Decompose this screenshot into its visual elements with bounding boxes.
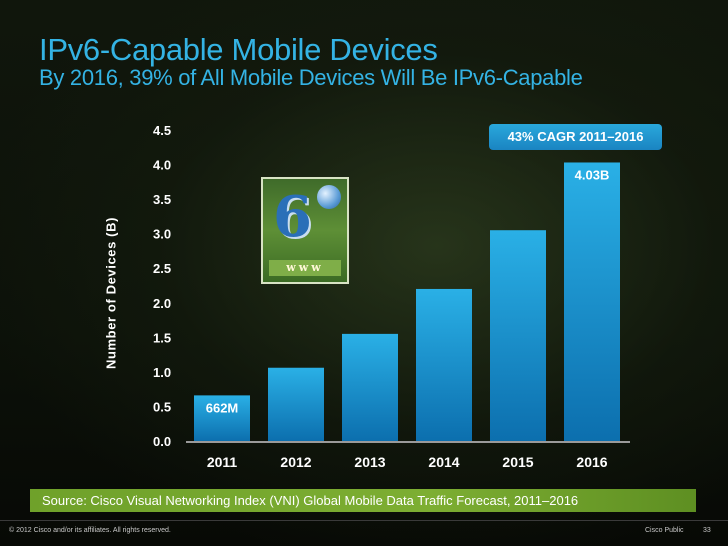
page-number: 33: [703, 527, 711, 534]
data-label: 662M: [206, 400, 239, 415]
x-tick-label: 2013: [354, 454, 385, 470]
bar: [194, 395, 250, 441]
y-tick-label: 3.5: [153, 192, 171, 207]
y-tick-label: 2.5: [153, 261, 171, 276]
x-tick-label: 2016: [576, 454, 607, 470]
y-tick-label: 4.5: [153, 123, 171, 138]
logo-www-text: www: [269, 260, 341, 276]
bar: [416, 288, 472, 441]
page-subtitle: By 2016, 39% of All Mobile Devices Will …: [39, 65, 583, 90]
data-label: 4.03B: [575, 167, 610, 182]
bar: [342, 333, 398, 441]
ipv6-glyph: 6: [273, 184, 312, 250]
footer-copyright: © 2012 Cisco and/or its affiliates. All …: [9, 527, 171, 534]
footer-classification: Cisco Public: [645, 527, 684, 534]
y-tick-label: 1.5: [153, 330, 171, 345]
y-tick-label: 0.5: [153, 399, 171, 414]
x-tick-label: 2012: [280, 454, 311, 470]
source-note: Source: Cisco Visual Networking Index (V…: [30, 489, 696, 512]
x-tick-label: 2014: [428, 454, 459, 470]
bar: [490, 230, 546, 441]
bar: [268, 367, 324, 441]
y-tick-label: 3.0: [153, 227, 171, 242]
ipv6-logo-icon: 6 www: [261, 177, 349, 284]
x-tick-label: 2011: [207, 454, 238, 470]
bar: [564, 162, 620, 441]
x-tick-label: 2015: [502, 454, 533, 470]
globe-icon: [317, 185, 341, 209]
footer-divider: [0, 520, 728, 521]
cagr-callout: 43% CAGR 2011–2016: [489, 124, 662, 150]
page-title: IPv6-Capable Mobile Devices: [39, 32, 438, 67]
y-tick-label: 0.0: [153, 434, 171, 449]
y-tick-label: 2.0: [153, 296, 171, 311]
y-tick-label: 4.0: [153, 158, 171, 173]
y-tick-label: 1.0: [153, 365, 171, 380]
